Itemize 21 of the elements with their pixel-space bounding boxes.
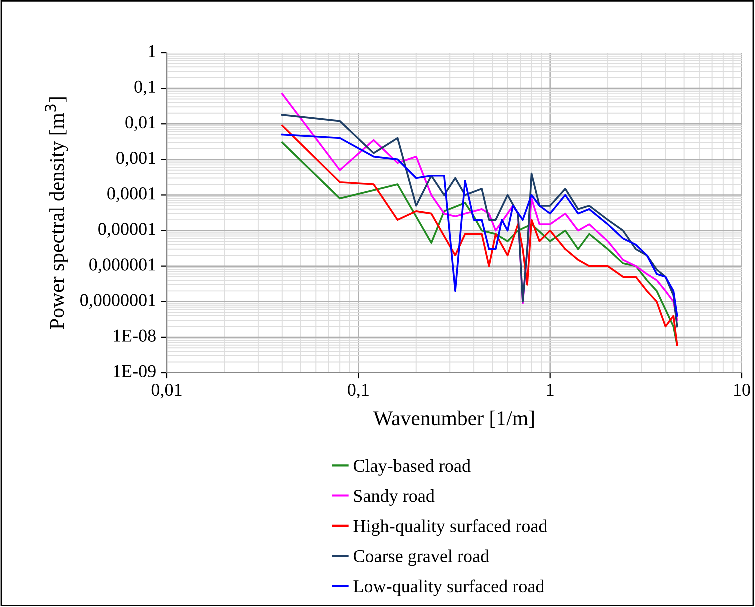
legend-label: Sandy road xyxy=(354,490,435,506)
x-tick-label: 10 xyxy=(734,384,750,396)
y-tick-label: 1 xyxy=(149,45,156,58)
y-tick-label: 0,001 xyxy=(116,152,156,167)
y-tick-label: 0,000001 xyxy=(90,258,156,274)
y-tick-label: 0,1 xyxy=(134,80,156,96)
legend-label: High-quality surfaced road xyxy=(354,520,548,536)
x-tick-label: 0,01 xyxy=(152,384,182,399)
x-tick-label: 0,1 xyxy=(348,384,369,399)
y-tick-label: 0,0001 xyxy=(108,188,156,202)
y-tick-label: 1E-09 xyxy=(114,365,156,378)
y-tick-label: 0,00001 xyxy=(98,223,156,238)
legend-label: Coarse gravel road xyxy=(354,550,490,566)
y-tick-label: 0,0000001 xyxy=(80,294,156,310)
legend-label: Low-quality surfaced road xyxy=(354,580,545,596)
x-tick-label: 1 xyxy=(547,384,554,396)
y-tick-label: 0,01 xyxy=(126,116,156,132)
x-axis-title: Wavenumber [1/m] xyxy=(374,410,534,428)
y-tick-label: 1E-08 xyxy=(114,330,156,342)
y-axis-title: Power spectral density [m$^{3}$] xyxy=(45,98,68,330)
legend-label: Clay-based road xyxy=(354,459,471,476)
